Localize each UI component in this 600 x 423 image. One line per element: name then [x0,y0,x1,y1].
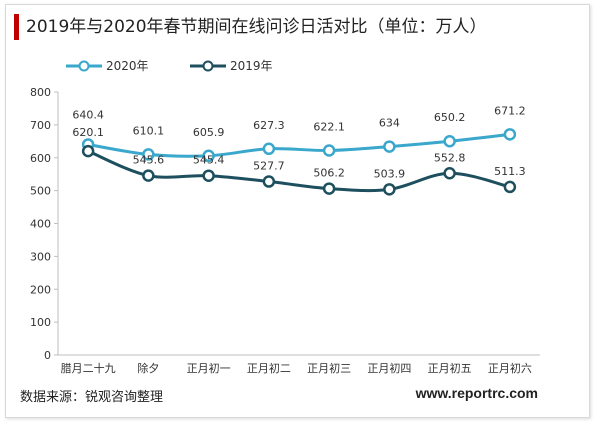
data-point [202,149,215,163]
x-tick-label: 正月初三 [307,361,351,375]
legend-label: 2020年 [106,59,149,73]
y-tick-label: 0 [44,349,51,362]
data-point [443,167,456,180]
series-layer: 640.4 610.1 605.9 627.3 622.1 634 650.2 671.2 62… [72,104,526,196]
data-label: 545.6 [133,154,165,167]
x-tick-label: 正月初五 [428,361,472,375]
data-point [142,169,155,182]
y-tick-label: 300 [30,250,51,263]
data-label: 640.4 [72,108,104,121]
data-label: 545.4 [193,154,225,167]
chart-frame [5,4,590,418]
data-label: 622.1 [313,120,345,133]
x-tick-label: 除夕 [137,361,159,375]
legend-label: 2019年 [230,59,273,73]
data-point [383,140,396,153]
data-label: 627.3 [253,119,285,132]
data-point [503,128,517,141]
data-label: 671.2 [494,104,526,117]
data-label: 511.3 [494,165,526,178]
data-label: 552.8 [434,151,466,164]
data-point [383,183,396,196]
data-label: 620.1 [72,126,104,139]
data-label: 634 [379,117,400,130]
y-tick-label: 700 [30,119,51,132]
website-url: www.reportrc.com [415,385,538,401]
data-point [503,180,517,194]
source-note: 数据来源：锐观咨询整理 [20,390,164,405]
data-point [262,175,276,188]
x-tick-label: 正月初一 [187,361,231,375]
data-label: 650.2 [434,111,466,124]
y-tick-label: 200 [30,283,51,296]
data-point [443,134,456,148]
x-tick-label: 正月初六 [488,361,532,375]
data-label: 605.9 [193,126,225,139]
y-tick-label: 500 [30,185,51,198]
x-tick-label: 腊月二十九 [61,361,116,375]
data-point [202,169,215,182]
legend-marker [202,60,214,72]
data-point [142,148,155,161]
legend: 2020年 2019年 [66,59,273,73]
x-tick-label: 正月初四 [367,361,411,375]
y-tick-label: 100 [30,316,51,329]
data-label: 610.1 [133,124,165,137]
legend-marker [78,60,90,72]
data-point [322,182,336,195]
data-label: 506.2 [313,167,345,180]
y-tick-label: 800 [30,86,51,99]
data-point [322,144,336,157]
data-point [81,144,95,158]
y-tick-label: 600 [30,152,51,165]
y-tick-label: 400 [30,218,51,231]
data-point [262,142,276,156]
title-accent-bar [14,14,19,40]
axes: 0 100 200 300 400 500 600 700 800 腊月二十九 除夕 正月初一 正月初二… [30,86,540,375]
x-tick-label: 正月初二 [247,361,291,375]
data-label: 527.7 [253,160,285,173]
data-label: 503.9 [374,167,406,180]
chart-title: 2019年与2020年春节期间在线问诊日活对比（单位：万人） [26,17,487,37]
